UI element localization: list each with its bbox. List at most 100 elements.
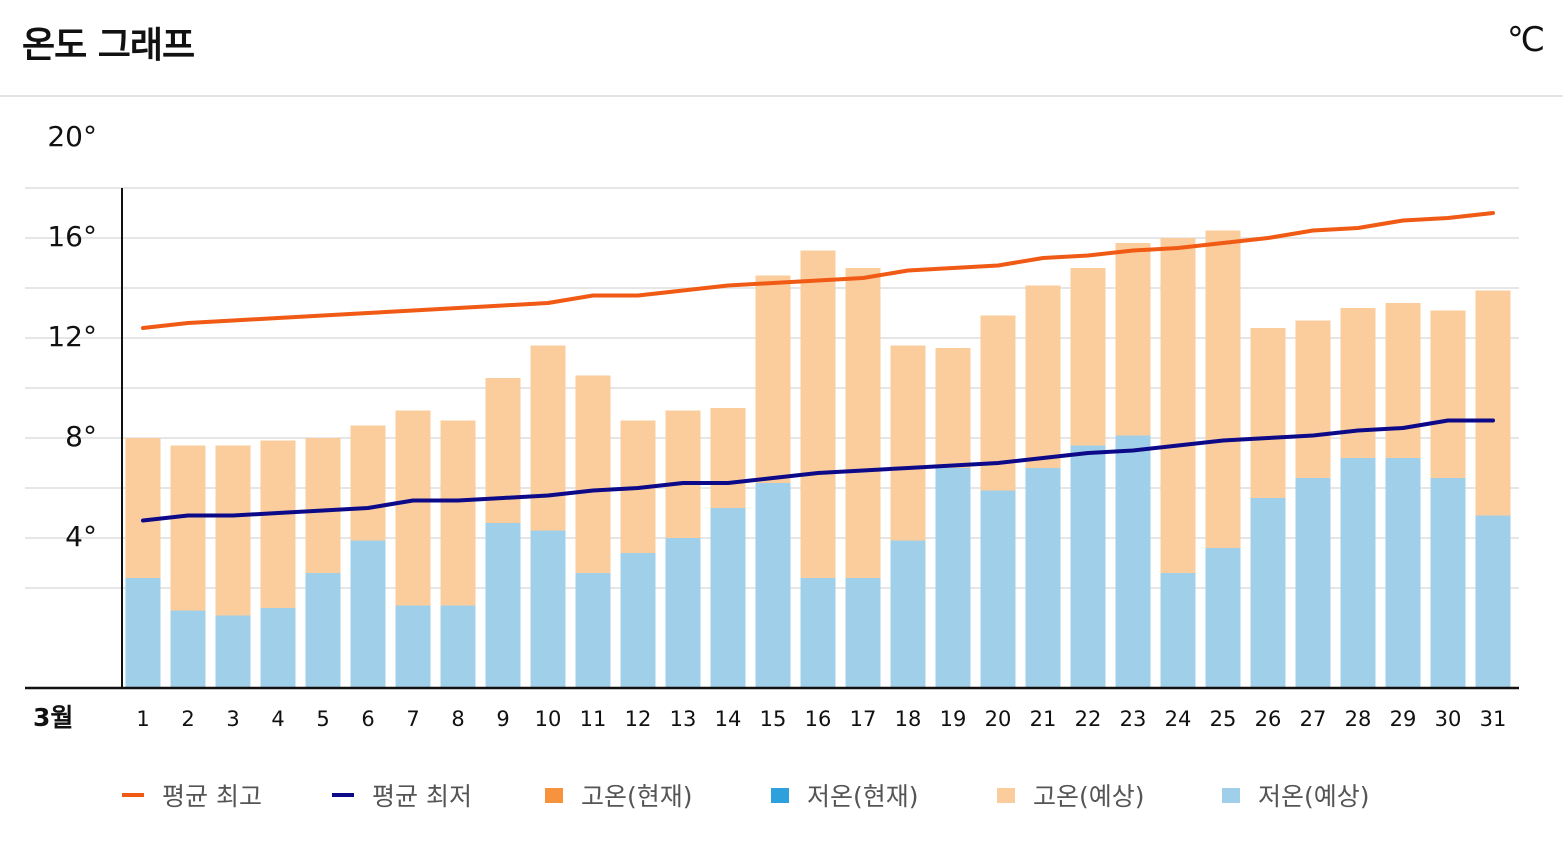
x-tick-label: 26: [1255, 707, 1282, 731]
legend-item-avg-high[interactable]: 평균 최고: [122, 770, 262, 820]
low-forecast-bar: [125, 578, 161, 688]
high-forecast-bar: [1385, 303, 1421, 458]
low-forecast-bar: [980, 490, 1016, 688]
high-forecast-bar: [1475, 290, 1511, 516]
legend-swatch-high-forecast: [997, 787, 1015, 803]
high-forecast-bar: [440, 420, 476, 606]
x-tick-label: 3: [226, 707, 239, 731]
low-forecast-bar: [530, 530, 566, 688]
x-tick-label: 31: [1480, 707, 1507, 731]
high-forecast-bar: [1160, 238, 1196, 573]
x-tick-label: 29: [1390, 707, 1417, 731]
legend-item-low-current[interactable]: 저온(현재): [771, 770, 919, 820]
high-forecast-bar: [845, 268, 881, 578]
low-forecast-bar: [1295, 478, 1331, 688]
high-forecast-bar: [575, 375, 611, 573]
high-forecast-bar: [125, 438, 161, 578]
high-forecast-bar: [665, 410, 701, 538]
legend-item-avg-low[interactable]: 평균 최저: [332, 770, 472, 820]
high-forecast-bar: [755, 275, 791, 483]
x-tick-label: 22: [1075, 707, 1102, 731]
x-tick-label: 19: [940, 707, 967, 731]
high-forecast-bar: [710, 408, 746, 508]
low-forecast-bar: [260, 608, 296, 688]
high-forecast-bar: [350, 425, 386, 541]
chart-legend: 평균 최고 평균 최저 고온(현재) 저온(현재) 고온(예상) 저온(예상): [0, 770, 1563, 820]
legend-item-high-forecast[interactable]: 고온(예상): [997, 770, 1145, 820]
low-forecast-bar: [800, 578, 836, 688]
low-forecast-bar: [845, 578, 881, 688]
low-forecast-bar: [755, 483, 791, 688]
low-forecast-bar: [1340, 458, 1376, 688]
low-forecast-bar: [620, 553, 656, 688]
legend-label: 평균 최저: [372, 782, 472, 811]
x-tick-label: 6: [361, 707, 374, 731]
x-tick-label: 12: [625, 707, 652, 731]
high-forecast-bar: [1340, 308, 1376, 458]
low-forecast-bar: [1385, 458, 1421, 688]
high-forecast-bar: [1070, 268, 1106, 446]
low-forecast-bar: [890, 540, 926, 688]
legend-swatch-avg-low: [332, 793, 354, 797]
x-tick-label: 15: [760, 707, 787, 731]
high-forecast-bar: [890, 345, 926, 541]
month-label: 3월: [33, 703, 73, 732]
y-tick-label: 4°: [65, 520, 97, 553]
x-tick-label: 7: [406, 707, 419, 731]
high-forecast-bar: [1205, 230, 1241, 548]
high-forecast-bar: [305, 438, 341, 573]
x-tick-label: 28: [1345, 707, 1372, 731]
high-forecast-bar: [1025, 285, 1061, 468]
low-forecast-bar: [215, 615, 251, 688]
legend-swatch-low-current: [771, 787, 789, 803]
x-tick-label: 2: [181, 707, 194, 731]
high-forecast-bar: [530, 345, 566, 531]
avg-low-line: [141, 418, 1495, 523]
x-tick-label: 30: [1435, 707, 1462, 731]
high-forecast-bar: [1430, 310, 1466, 478]
low-forecast-bar: [575, 573, 611, 688]
high-forecast-bar: [260, 440, 296, 608]
y-tick-label: 20°: [47, 120, 97, 153]
high-forecast-bar: [935, 348, 971, 468]
y-tick-label: 12°: [47, 320, 97, 353]
legend-swatch-low-forecast: [1222, 787, 1240, 803]
low-forecast-bar: [440, 605, 476, 688]
x-tick-label: 5: [316, 707, 329, 731]
x-tick-label: 10: [535, 707, 562, 731]
high-forecast-bar: [1115, 243, 1151, 436]
high-forecast-bar: [395, 410, 431, 606]
x-tick-label: 14: [715, 707, 742, 731]
low-forecast-bar: [1025, 468, 1061, 688]
low-forecast-bar: [1430, 478, 1466, 688]
high-forecast-bar: [215, 445, 251, 616]
high-forecast-bar: [1295, 320, 1331, 478]
legend-label: 저온(현재): [807, 782, 919, 811]
x-tick-label: 9: [496, 707, 509, 731]
x-tick-label: 25: [1210, 707, 1237, 731]
x-tick-label: 18: [895, 707, 922, 731]
x-tick-label: 24: [1165, 707, 1192, 731]
y-tick-label: 16°: [47, 220, 97, 253]
low-forecast-bar: [665, 538, 701, 688]
x-tick-label: 1: [136, 707, 149, 731]
low-forecast-bar: [170, 610, 206, 688]
legend-item-low-forecast[interactable]: 저온(예상): [1222, 770, 1370, 820]
low-forecast-bar: [710, 508, 746, 688]
low-forecast-bar: [350, 540, 386, 688]
avg-high-line: [141, 211, 1495, 330]
page-title: 온도 그래프: [22, 25, 195, 66]
legend-item-high-current[interactable]: 고온(현재): [545, 770, 693, 820]
low-forecast-bar: [1475, 515, 1511, 688]
low-forecast-bar: [305, 573, 341, 688]
x-tick-label: 16: [805, 707, 832, 731]
unit-label: ℃: [1506, 20, 1545, 60]
x-tick-label: 27: [1300, 707, 1327, 731]
low-forecast-bar: [1070, 445, 1106, 688]
high-forecast-bar: [800, 250, 836, 578]
legend-swatch-avg-high: [122, 793, 144, 797]
x-tick-label: 21: [1030, 707, 1057, 731]
y-tick-label: 8°: [65, 420, 97, 453]
x-tick-label: 8: [451, 707, 464, 731]
